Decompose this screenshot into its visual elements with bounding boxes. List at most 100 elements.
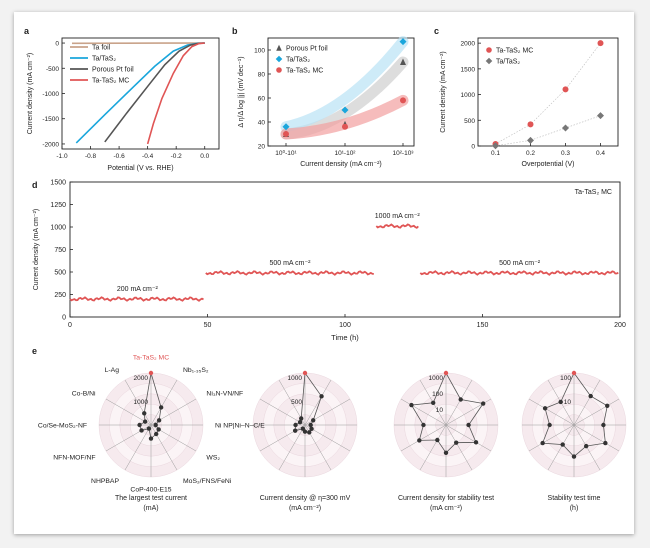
y-tick-label-d: 1250 xyxy=(50,202,66,209)
legend-marker-b xyxy=(275,55,283,63)
x-tick-label-b: 10²-10³ xyxy=(393,150,415,157)
x-tick-label-b: 10¹-10² xyxy=(335,150,357,157)
data-point-b xyxy=(399,38,407,46)
x-tick-label-c: 0.2 xyxy=(526,150,535,157)
y-tick-label-a: -2000 xyxy=(42,141,59,148)
legend-label-a: Porous Pt foil xyxy=(92,67,134,74)
material-label: WS₂ xyxy=(206,455,220,462)
radar-point xyxy=(547,422,552,428)
radar-unit: (mA cm⁻²) xyxy=(289,505,321,512)
radar-point xyxy=(583,443,589,449)
x-tick-label-a: 0.0 xyxy=(200,153,209,160)
material-label: Ni₃N-VN/NF xyxy=(206,391,243,398)
x-axis-label-d: Time (h) xyxy=(331,333,359,342)
radar-point xyxy=(540,440,545,446)
radar-point xyxy=(302,370,308,376)
x-tick-label-a: -0.4 xyxy=(142,153,154,160)
panel-label-b: b xyxy=(232,26,238,36)
stability-segment-d xyxy=(205,270,374,276)
y-tick-label-d: 500 xyxy=(54,270,66,277)
legend-label-a: Ta-TaS₂ MC xyxy=(92,78,129,85)
axes-b xyxy=(267,37,415,147)
radar-spoke xyxy=(304,379,332,426)
radar-point xyxy=(588,393,593,399)
radar-spoke xyxy=(573,379,601,426)
radar-point xyxy=(156,418,162,423)
radar-point xyxy=(473,440,479,445)
x-tick-label-c: 0.3 xyxy=(561,150,570,157)
data-point-b xyxy=(342,123,348,130)
radar-spoke xyxy=(400,424,447,452)
radar-scale-label: 500 xyxy=(291,399,302,406)
radar-spoke xyxy=(259,424,306,452)
data-point-c xyxy=(492,142,499,150)
figure-svg: a b c d e -1.0 -0.8 -0.6 -0.4 -0.2 0.0 0 -500 -1000 -1… xyxy=(24,26,627,512)
x-tick-label-a: -1.0 xyxy=(56,153,68,160)
radar-point xyxy=(443,450,449,455)
material-label: Ta-TaS₂ MC xyxy=(133,355,169,362)
segment-label-d: 200 mA cm⁻² xyxy=(117,286,159,293)
radar-point xyxy=(154,431,159,437)
y-tick-label-b: 20 xyxy=(258,144,266,151)
y-tick-label-a: -500 xyxy=(46,66,59,73)
x-tick-label-c: 0.1 xyxy=(491,150,500,157)
radar-point xyxy=(443,370,449,376)
radar-unit: (mA) xyxy=(143,505,158,512)
guide-line-c xyxy=(495,115,601,147)
radar-spoke xyxy=(528,398,575,426)
y-axis-label-a: Current density (mA cm⁻²) xyxy=(27,53,34,135)
radar-unit: (mA cm⁻²) xyxy=(430,505,462,512)
radar-point xyxy=(148,370,154,376)
radar-point xyxy=(297,419,303,425)
data-point-b xyxy=(341,106,349,114)
radar-title: Current density @ η=300 mV xyxy=(260,495,351,502)
radar-point xyxy=(435,437,440,443)
x-tick-label-c: 0.4 xyxy=(596,150,605,157)
radar-point xyxy=(542,406,548,411)
radar-point xyxy=(480,401,486,406)
radar-point xyxy=(153,422,158,428)
x-tick-label-d: 50 xyxy=(204,322,212,329)
y-tick-label-b: 100 xyxy=(254,48,265,55)
y-tick-label-a: -1500 xyxy=(42,116,59,123)
x-tick-label-b: 10⁰-10¹ xyxy=(275,149,297,157)
radar-point xyxy=(307,430,312,435)
data-point-c xyxy=(527,121,534,128)
radar-title: Stability test time xyxy=(548,495,601,502)
radar-spoke xyxy=(445,379,473,426)
radar-scale-label: 2000 xyxy=(134,375,149,382)
data-point-b xyxy=(400,97,406,104)
segment-label-d: 500 mA cm⁻² xyxy=(499,260,541,267)
radar-point xyxy=(300,426,306,431)
x-tick-label-d: 100 xyxy=(339,322,351,329)
segment-label-d: 1000 mA cm⁻² xyxy=(375,213,421,220)
data-point-c xyxy=(562,124,569,132)
y-tick-label-b: 40 xyxy=(258,120,266,127)
data-point-b xyxy=(282,123,290,131)
data-point-b xyxy=(400,58,406,65)
y-tick-label-a: -1000 xyxy=(42,91,59,98)
y-tick-label-d: 750 xyxy=(54,247,66,254)
data-point-c xyxy=(597,112,604,120)
legend-label-b: Ta/TaS₂ xyxy=(286,57,310,64)
y-tick-label-b: 80 xyxy=(258,72,266,79)
material-label: CoP-400-E15 xyxy=(130,487,171,494)
segment-label-d: 500 mA cm⁻² xyxy=(269,260,311,267)
radar-point xyxy=(156,427,161,432)
radar-spoke xyxy=(124,379,152,426)
y-tick-label-d: 1500 xyxy=(50,180,66,187)
panel-label-d: d xyxy=(32,180,38,190)
radar-point xyxy=(571,370,577,376)
x-tick-label-a: -0.6 xyxy=(113,153,125,160)
y-axis-label-c: Current density (mA cm⁻²) xyxy=(440,51,447,133)
y-axis-label-b: Δ η/Δ log |j| (mV dec⁻¹) xyxy=(238,56,245,127)
radar-spoke xyxy=(528,424,575,452)
radar-point xyxy=(560,442,565,447)
y-tick-label-a: 0 xyxy=(55,41,59,48)
x-axis-label-a: Potential (V vs. RHE) xyxy=(107,165,173,172)
radar-spoke xyxy=(278,424,306,471)
radar-title: The largest test current xyxy=(115,495,187,502)
stability-segment-d xyxy=(375,223,419,229)
y-tick-label-c: 1000 xyxy=(461,92,476,99)
y-tick-label-d: 1000 xyxy=(50,225,66,232)
